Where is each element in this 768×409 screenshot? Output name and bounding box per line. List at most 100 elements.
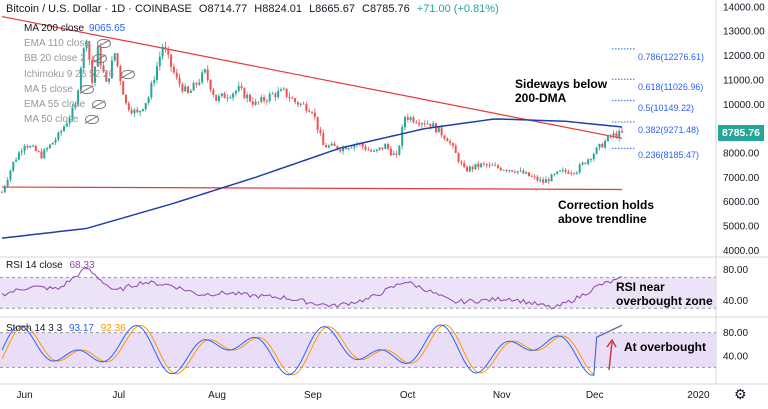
candle-body [51,142,54,145]
candle-body [398,145,401,155]
candle-body [420,123,423,125]
candle-body [339,149,342,152]
candle-body [291,98,294,100]
candle-body [440,127,443,136]
candle-body [423,123,426,125]
candle-body [311,112,313,113]
candle-body [522,170,525,174]
candle-body [460,161,463,164]
candle-body [48,144,51,149]
stoch-legend[interactable]: Stoch 14 3 3 93.17 92.36 [6,323,126,334]
candle-body [533,176,536,178]
candle-body [457,153,460,162]
indicator-name: MA 200 close [24,23,85,35]
price-tick-label: 5000.00 [723,222,760,233]
indicator-ma200[interactable]: MA 200 close 9065.65 [4,21,135,36]
candle-body [544,179,547,183]
stoch-k-value: 93.17 [68,323,94,334]
rsi-name: RSI 14 close [6,260,63,271]
candle-body [32,145,34,147]
indicator-name: MA 50 close [24,114,79,126]
hidden-eye-icon[interactable] [121,69,136,79]
candle-body [443,135,446,139]
indicator-ma5[interactable]: MA 5 close [4,82,135,97]
candle-body [285,88,288,97]
candle-body [113,53,116,61]
candle-body [342,147,344,152]
candle-body [598,143,601,148]
indicator-name: MA 5 close [24,83,73,95]
candle-body [65,123,68,127]
candle-body [192,83,195,91]
time-tick-label: Sep [304,390,322,401]
candle-body [249,94,251,102]
candle-body [161,46,164,57]
candle-body [26,145,29,148]
candle-body [466,167,468,172]
candle-body [528,172,530,177]
candle-body [23,145,26,152]
candle-body [85,41,88,49]
price-tick-label: 4000.00 [723,246,760,257]
candle-body [449,141,452,144]
candle-body [553,173,556,175]
candle-body [280,89,282,92]
candle-body [446,138,449,142]
candle-body [189,90,192,93]
candle-body [271,93,274,95]
candle-body [474,163,477,170]
candle-body [463,163,466,168]
candle-body [378,147,381,150]
candle-body [592,153,595,160]
candle-body [172,66,175,73]
candle-body [367,149,370,151]
ma200-line [1,118,623,239]
candle-body [102,65,105,72]
indicator-ichimoku[interactable]: Ichimoku 9 26 52 26 [4,67,136,82]
gear-icon[interactable]: ⚙ [734,386,747,402]
indicator-ema55[interactable]: EMA 55 close [4,97,135,112]
candle-body [127,103,130,110]
candle-body [181,84,184,92]
candle-body [561,169,564,171]
candle-body [9,170,12,180]
candle-body [361,143,364,147]
candle-body [108,78,111,82]
candle-body [91,59,94,83]
candle-body [15,159,18,162]
fib-label-0382: 0.382(9271.48) [638,125,700,135]
rsi-legend[interactable]: RSI 14 close 68.33 [6,260,95,271]
hidden-eye-icon[interactable] [85,115,100,125]
candle-body [144,102,147,110]
time-tick-label: Jul [112,390,125,401]
candle-body [491,164,494,166]
candle-body [282,88,285,90]
candle-body [60,131,63,133]
candle-body [198,82,201,85]
candle-body [167,49,170,55]
candle-body [584,162,587,164]
candle-body [488,164,491,166]
candle-body [3,186,6,192]
ohlc-close: C8785.76 [362,3,410,15]
indicator-name: EMA 55 close [24,99,86,111]
candle-body [88,41,91,60]
indicator-ma50[interactable]: MA 50 close [4,112,135,127]
hidden-eye-icon[interactable] [92,100,107,110]
candle-body [136,109,139,113]
candle-body [187,86,189,93]
candle-body [575,172,578,174]
indicator-ema110[interactable]: EMA 110 close [4,36,135,51]
candle-body [615,133,618,138]
indicator-bb20[interactable]: BB 20 close 2 [4,51,135,66]
candle-body [37,151,40,152]
hidden-eye-icon[interactable] [92,54,107,64]
candle-body [116,53,119,67]
rsi-line [1,267,623,310]
candle-body [234,90,237,94]
hidden-eye-icon[interactable] [79,84,94,94]
candle-body [567,171,570,174]
hidden-eye-icon[interactable] [96,39,111,49]
